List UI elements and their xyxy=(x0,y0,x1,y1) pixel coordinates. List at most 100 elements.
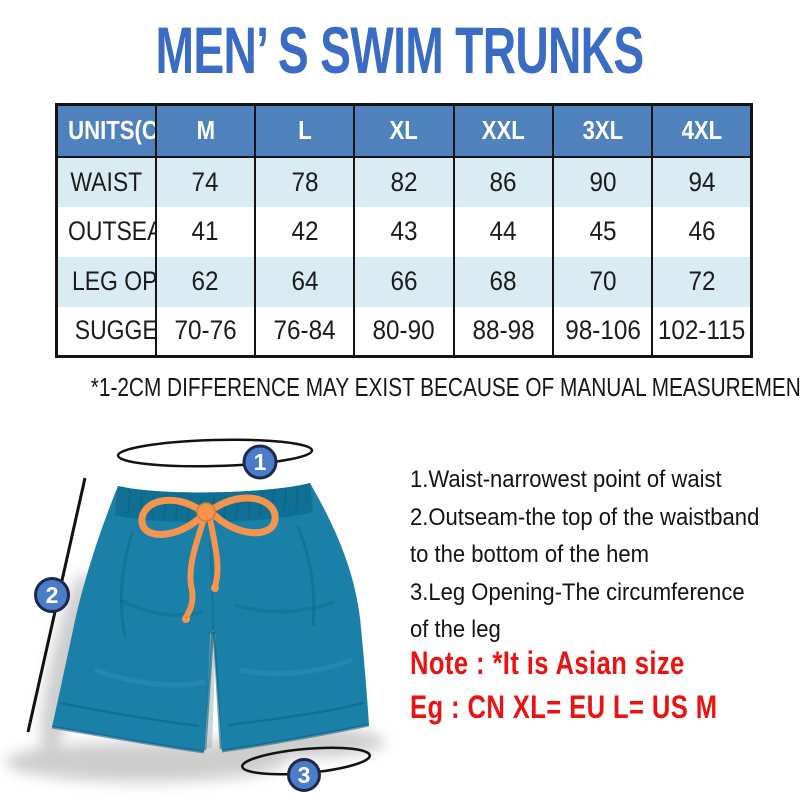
size-cell-value: 64 xyxy=(291,266,319,296)
size-cell: 42 xyxy=(254,206,355,257)
size-cell: 88-98 xyxy=(452,306,553,357)
size-cell: 43 xyxy=(353,206,454,257)
size-cell: 82 xyxy=(353,156,454,207)
page-title: MEN’ S SWIM TRUNKS xyxy=(156,13,645,87)
column-header-size-3xl: 3XL xyxy=(551,104,653,158)
size-cell: 64 xyxy=(254,256,355,307)
marker-1-number: 1 xyxy=(254,449,267,475)
size-cell: 62 xyxy=(154,256,256,307)
size-cell: 70-76 xyxy=(154,306,256,357)
column-header-size-4xl: 4XL xyxy=(651,104,752,158)
marker-2: 2 xyxy=(34,577,70,613)
size-cell: 76-84 xyxy=(254,306,355,357)
row-label-text: OUTSEAM xyxy=(68,216,156,246)
size-table-body: WAIST 74 78 82 86 90 94 OUTSEAM 41 42 43 44 45 46 LEG … xyxy=(55,156,752,357)
column-header-label: M xyxy=(196,115,215,146)
waist-ellipse-annotation xyxy=(116,438,314,468)
size-cell: 66 xyxy=(353,256,454,307)
table-row-outseam: OUTSEAM 41 42 43 44 45 46 xyxy=(55,206,752,257)
size-cell: 94 xyxy=(651,156,752,207)
size-cell: 68 xyxy=(452,256,553,307)
measurement-note-line: 3.Leg Opening-The circumference xyxy=(410,578,745,606)
column-header-units: UNITS(CM) xyxy=(55,104,156,158)
size-cell: 46 xyxy=(651,206,752,257)
size-cell: 41 xyxy=(154,206,256,257)
size-cell-value: 76-84 xyxy=(273,315,336,346)
asian-size-note-line-1: Note : *It is Asian size xyxy=(410,645,685,681)
size-cell-value: 88-98 xyxy=(472,315,535,346)
marker-2-number: 2 xyxy=(46,582,59,608)
size-cell: 44 xyxy=(452,206,553,257)
shorts-illustration: 1 2 3 xyxy=(5,438,385,792)
size-cell: 45 xyxy=(551,206,653,257)
column-header-size-xl: XL xyxy=(353,104,454,158)
asian-size-note-line-2: Eg : CN XL= EU L= US M xyxy=(410,689,718,725)
size-cell-value: 42 xyxy=(291,216,319,246)
column-header-label: XXL xyxy=(481,115,525,146)
marker-3: 3 xyxy=(287,758,321,792)
size-cell-value: 86 xyxy=(489,166,517,197)
size-table-head: UNITS(CM) M L XL XXL 3XL 4XL xyxy=(55,104,752,158)
size-cell: 70 xyxy=(551,256,653,307)
column-header-label: XL xyxy=(389,115,419,146)
column-header-size-m: M xyxy=(154,104,256,158)
column-header-label: 4XL xyxy=(681,115,722,146)
measurement-note-line: to the bottom of the hem xyxy=(410,541,650,568)
row-label: WAIST xyxy=(55,156,156,207)
marker-3-number: 3 xyxy=(298,762,311,788)
size-cell-value: 62 xyxy=(191,266,219,296)
measurement-note-line: of the leg xyxy=(410,616,501,643)
marker-1: 1 xyxy=(242,444,278,480)
measurement-note-line: 2.Outseam-the top of the waistband xyxy=(410,503,760,531)
size-cell: 80-90 xyxy=(353,306,454,357)
measurement-disclaimer: *1-2CM DIFFERENCE MAY EXIST BECAUSE OF M… xyxy=(90,372,800,402)
asian-size-note: Note : *It is Asian size Eg : CN XL= EU … xyxy=(410,641,794,729)
row-label-text: SUGGEST WAIST xyxy=(74,315,156,346)
column-header-size-l: L xyxy=(254,104,355,158)
column-header-label: UNITS(CM) xyxy=(68,115,156,146)
size-cell-value: 41 xyxy=(191,216,219,246)
size-cell: 102-115 xyxy=(651,306,752,357)
size-cell-value: 94 xyxy=(688,166,716,197)
size-cell-value: 44 xyxy=(489,216,517,246)
annotations: 1 2 3 xyxy=(26,438,372,792)
size-table-header-row: UNITS(CM) M L XL XXL 3XL 4XL xyxy=(55,104,752,158)
size-cell-value: 74 xyxy=(191,166,219,197)
size-cell-value: 82 xyxy=(390,166,418,197)
size-cell: 90 xyxy=(551,156,653,207)
column-header-label: 3XL xyxy=(582,115,623,146)
size-cell: 78 xyxy=(254,156,355,207)
size-cell-value: 78 xyxy=(291,166,319,197)
size-cell-value: 46 xyxy=(688,216,716,246)
drawstring xyxy=(138,494,279,623)
size-cell-value: 70 xyxy=(589,266,617,296)
table-row-leg-opening: LEG OPENING 62 64 66 68 70 72 xyxy=(55,256,752,307)
size-cell-value: 98-106 xyxy=(564,315,641,346)
measurement-note-line: 1.Waist-narrowest point of waist xyxy=(410,466,722,493)
column-header-label: L xyxy=(297,115,312,146)
row-label: LEG OPENING xyxy=(55,256,156,307)
size-cell-value: 68 xyxy=(489,266,517,296)
row-label-text: WAIST xyxy=(70,166,143,197)
size-table: UNITS(CM) M L XL XXL 3XL 4XL WAIST 74 78 82 86 90 94… xyxy=(55,103,753,358)
shorts-body xyxy=(51,483,370,754)
size-cell-value: 102-115 xyxy=(658,315,746,346)
row-label: OUTSEAM xyxy=(55,206,156,257)
size-cell-value: 43 xyxy=(390,216,418,246)
size-cell-value: 70-76 xyxy=(174,315,237,346)
size-cell: 86 xyxy=(452,156,553,207)
measurement-notes: 1.Waist-narrowest point of waist 2.Outsea… xyxy=(410,461,798,649)
size-cell: 74 xyxy=(154,156,256,207)
size-cell: 72 xyxy=(651,256,752,307)
size-cell: 98-106 xyxy=(551,306,653,357)
size-cell-value: 80-90 xyxy=(372,315,436,346)
table-row-suggest-waist: SUGGEST WAIST 70-76 76-84 80-90 88-98 98-106 1… xyxy=(55,306,752,357)
size-cell-value: 66 xyxy=(390,266,418,296)
column-header-size-xxl: XXL xyxy=(452,104,553,158)
size-cell-value: 72 xyxy=(688,266,716,296)
size-cell-value: 90 xyxy=(589,166,617,197)
row-label-text: LEG OPENING xyxy=(71,266,156,296)
size-cell-value: 45 xyxy=(589,216,617,246)
row-label: SUGGEST WAIST xyxy=(55,306,156,357)
